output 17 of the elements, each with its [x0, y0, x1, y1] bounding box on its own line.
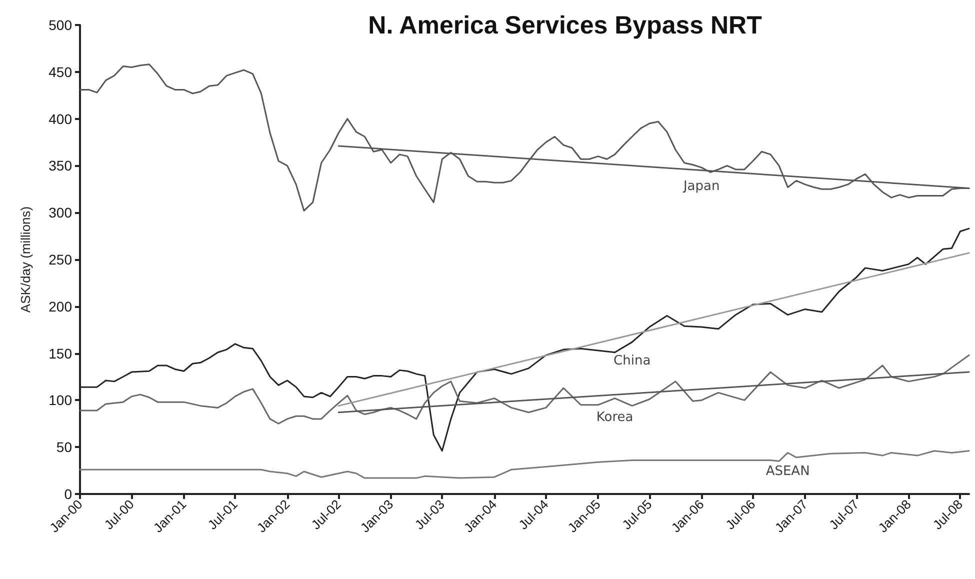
series-label: China: [614, 354, 651, 369]
y-tick-label: 200: [48, 298, 72, 314]
y-tick-label: 500: [48, 17, 72, 33]
series-label: ASEAN: [766, 464, 810, 480]
series-label: Korea: [596, 410, 634, 425]
series-label: Japan: [682, 179, 720, 194]
y-tick-label: 400: [48, 110, 72, 127]
y-tick-label: 150: [48, 345, 72, 362]
y-tick-label: 100: [48, 392, 72, 408]
y-tick-label: 0: [64, 486, 72, 502]
y-tick-label: 300: [48, 204, 72, 221]
y-tick-label: 50: [56, 439, 72, 456]
y-tick-label: 350: [48, 158, 72, 174]
y-axis-title: ASK/day (millions): [18, 206, 33, 313]
chart-title: N. America Services Bypass NRT: [368, 12, 762, 40]
y-tick-label: 250: [48, 252, 72, 268]
y-tick-label: 450: [48, 64, 72, 80]
